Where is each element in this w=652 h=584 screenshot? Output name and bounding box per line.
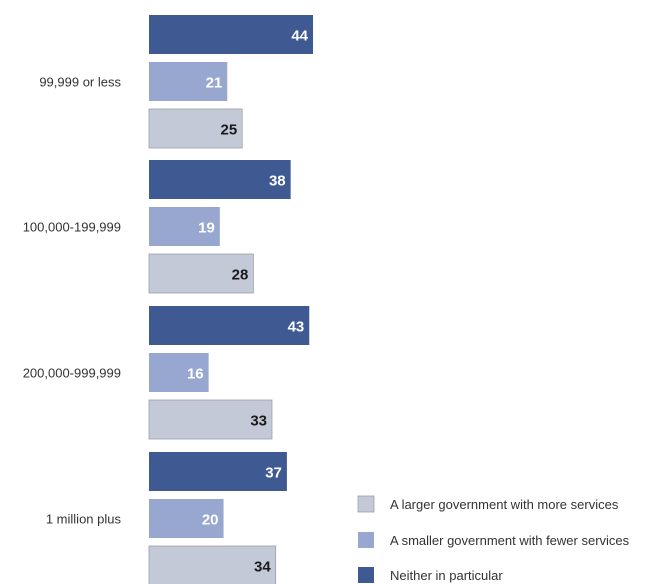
legend-swatch bbox=[357, 495, 375, 513]
bar bbox=[149, 207, 220, 246]
bar bbox=[148, 545, 277, 584]
bar bbox=[148, 399, 273, 440]
data-label: 21 bbox=[206, 75, 223, 92]
category-label: 100,000-199,999 bbox=[23, 220, 121, 235]
bar bbox=[149, 499, 224, 538]
bar bbox=[149, 353, 209, 392]
bar bbox=[149, 452, 287, 491]
data-label: 38 bbox=[269, 173, 286, 190]
category-label: 200,000-999,999 bbox=[23, 366, 121, 381]
legend-label: A smaller government with fewer services bbox=[390, 533, 630, 548]
bar bbox=[148, 253, 254, 294]
bars bbox=[148, 15, 313, 584]
data-label: 28 bbox=[232, 267, 249, 284]
data-label: 20 bbox=[202, 512, 219, 529]
category-label: 1 million plus bbox=[46, 512, 122, 527]
value-labels: 44 21 25 38 19 28 43 16 33 37 20 34 bbox=[187, 28, 309, 576]
data-label: 44 bbox=[291, 28, 308, 45]
data-label: 25 bbox=[220, 122, 237, 139]
bar bbox=[149, 15, 313, 54]
bar bbox=[148, 108, 243, 149]
data-label: 33 bbox=[250, 413, 267, 430]
legend: A larger government with more services A … bbox=[357, 495, 630, 583]
legend-label: A larger government with more services bbox=[390, 497, 619, 512]
data-label: 19 bbox=[198, 220, 215, 237]
legend-label: Neither in particular bbox=[390, 568, 503, 583]
legend-swatch bbox=[358, 567, 374, 583]
data-label: 16 bbox=[187, 366, 204, 383]
data-label: 37 bbox=[265, 465, 282, 482]
data-label: 34 bbox=[254, 559, 271, 576]
bar bbox=[149, 62, 228, 101]
category-labels: 99,999 or less 100,000-199,999 200,000-999… bbox=[23, 75, 122, 527]
category-label: 99,999 or less bbox=[39, 75, 121, 90]
legend-swatch bbox=[358, 532, 374, 548]
bar bbox=[149, 160, 291, 199]
bar bbox=[149, 306, 310, 345]
data-label: 43 bbox=[288, 319, 305, 336]
